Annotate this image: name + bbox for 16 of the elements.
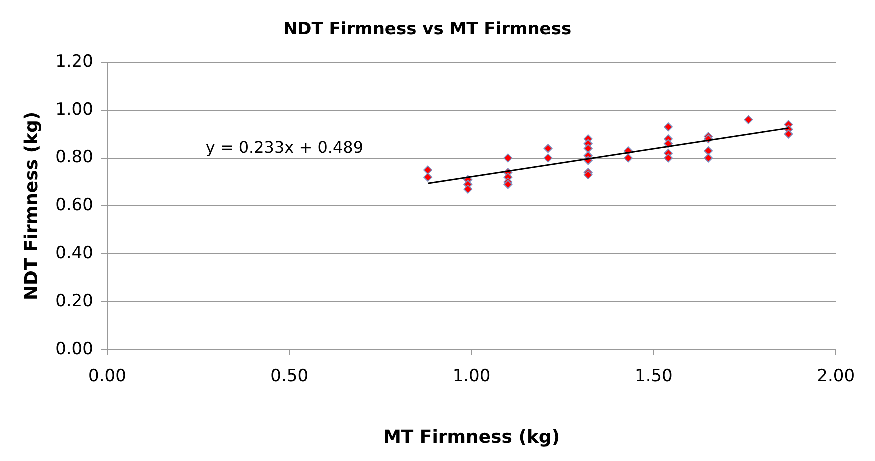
y-tick-label: 0.40 [56, 244, 94, 264]
x-tick-label: 1.00 [452, 366, 491, 387]
x-tick-label: 0.50 [270, 366, 309, 387]
y-tick-label: 0.60 [56, 196, 94, 216]
y-tick-label: 0.00 [56, 339, 94, 360]
x-tick-label: 2.00 [817, 366, 856, 387]
y-tick-label: 0.80 [56, 148, 94, 168]
x-axis-title: MT Firmness (kg) [383, 426, 560, 448]
annotation: y = 0.233x + 0.489 [206, 138, 364, 157]
y-axis-title: NDT Firmness (kg) [21, 112, 42, 301]
y-tick-label: 1.00 [56, 100, 94, 120]
chart-title: NDT Firmness vs MT Firmness [283, 20, 572, 40]
y-tick-label: 1.20 [56, 52, 94, 72]
x-tick-label: 1.50 [634, 366, 673, 387]
y-tick-label: 0.20 [56, 291, 94, 312]
x-tick-label: 0.00 [88, 366, 126, 387]
